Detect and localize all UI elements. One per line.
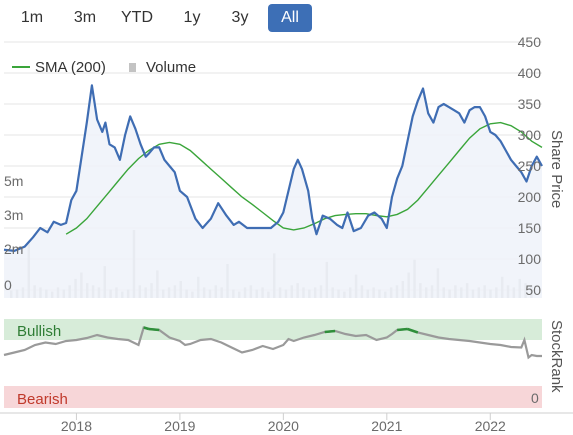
price-tick-label: 200 [518, 189, 542, 205]
legend: SMA (200) Volume [12, 59, 196, 76]
x-tick-label: 2022 [475, 418, 506, 434]
price-tick-label: 50 [525, 282, 541, 298]
bullish-zone [4, 319, 542, 340]
stockrank-bullish-segment [143, 326, 150, 331]
price-axis-title: Share Price [548, 130, 565, 208]
price-tick-label: 450 [518, 34, 542, 50]
stockrank-panel: Bullish Bearish 0 [3, 319, 542, 408]
x-tick-label: 2021 [371, 418, 402, 434]
price-tick-label: 250 [518, 158, 542, 174]
range-button-all[interactable]: All [268, 4, 312, 32]
bullish-label: Bullish [17, 323, 61, 340]
range-button-1y[interactable]: 1y [183, 9, 201, 26]
bearish-label: Bearish [17, 391, 68, 408]
volume-legend-swatch [129, 63, 136, 72]
stockrank-bullish-segment [148, 327, 160, 332]
stockrank-bullish-segment [407, 327, 419, 334]
volume-tick-label: 3m [4, 207, 23, 223]
price-tick-label: 300 [518, 127, 542, 143]
rank-axis-title: StockRank [548, 320, 565, 393]
x-tick-label: 2020 [268, 418, 299, 434]
axis-labels: 50 100 150 200 250 300 350 400 450 0 2m 3m 5m [4, 34, 541, 298]
range-button-3y[interactable]: 3y [231, 9, 249, 26]
volume-legend-label: Volume [146, 59, 196, 76]
volume-tick-label: 2m [4, 241, 23, 257]
stockrank-bullish-segment [324, 329, 336, 334]
sma-legend-label: SMA (200) [35, 59, 106, 76]
stockrank-line-path [3, 326, 542, 360]
volume-tick-label: 5m [4, 173, 23, 189]
bearish-zone [4, 386, 542, 408]
volume-tick-label: 0 [4, 277, 12, 293]
range-button-ytd[interactable]: YTD [121, 9, 153, 26]
stockrank-bullish-segment [397, 327, 408, 332]
price-tick-label: 400 [518, 65, 542, 81]
x-tick-label: 2018 [61, 418, 92, 434]
price-tick-label: 100 [518, 251, 542, 267]
range-button-3m[interactable]: 3m [73, 9, 97, 26]
price-tick-label: 350 [518, 96, 542, 112]
rank-zero-label: 0 [531, 390, 539, 406]
price-lines [3, 84, 543, 252]
x-axis: 2018 2019 2020 2021 2022 [0, 412, 573, 434]
x-tick-label: 2019 [164, 418, 195, 434]
range-button-1m[interactable]: 1m [20, 9, 44, 26]
stockrank-line [3, 326, 542, 360]
price-line [3, 84, 543, 252]
price-tick-label: 150 [518, 220, 542, 236]
